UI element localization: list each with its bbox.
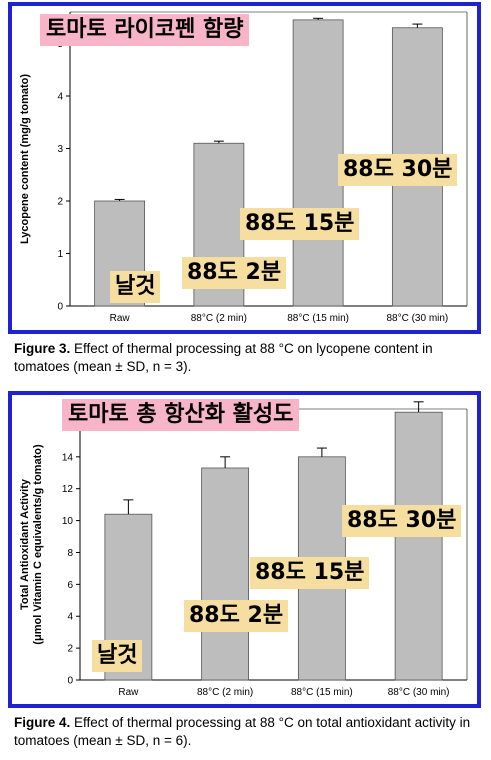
- y-axis-label: Total Antioxidant Activity: [19, 478, 31, 610]
- y-tick-label: 3: [57, 144, 63, 155]
- figure4-caption: Figure 4. Effect of thermal processing a…: [14, 714, 476, 750]
- label-raw-2: 날것: [92, 640, 143, 672]
- figure3-caption: Figure 3. Effect of thermal processing a…: [14, 340, 476, 376]
- figure3-label: Figure 3.: [14, 341, 71, 356]
- chart1-korean-title: 토마토 라이코펜 함량: [40, 14, 250, 46]
- x-tick-label-3: 88°C (30 min): [388, 687, 450, 698]
- chart-panel-lycopene: 012345Raw88°C (2 min)88°C (15 min)88°C (…: [8, 2, 481, 334]
- x-tick-label-0: Raw: [118, 687, 139, 698]
- y-tick-label: 10: [62, 516, 74, 527]
- y-tick-label: 4: [57, 92, 63, 103]
- bar-3: [394, 411, 443, 681]
- y-tick-label: 2: [57, 197, 63, 208]
- x-tick-label-0: Raw: [110, 313, 131, 324]
- y-tick-label: 0: [67, 676, 73, 687]
- label-15min: 88도 15분: [240, 208, 360, 240]
- bar-1: [201, 467, 250, 681]
- y-tick-label: 4: [67, 612, 73, 623]
- y-axis-label-units: (μmol Vitamin C equivalents/g tomato): [32, 444, 44, 645]
- x-tick-label-1: 88°C (2 min): [191, 313, 247, 324]
- x-tick-label-1: 88°C (2 min): [197, 687, 253, 698]
- antioxidant-bar-chart: 0246810121416Raw88°C (2 min)88°C (15 min…: [19, 401, 468, 698]
- label-30min: 88도 30분: [338, 154, 458, 186]
- label-raw: 날것: [110, 271, 161, 303]
- y-tick-label: 8: [67, 548, 73, 559]
- y-tick-label: 14: [62, 452, 74, 463]
- label-2min-2: 88도 2분: [184, 600, 289, 632]
- figure3-text: Effect of thermal processing at 88 °C on…: [14, 341, 433, 374]
- label-2min: 88도 2분: [182, 257, 287, 289]
- y-tick-label: 0: [57, 302, 63, 313]
- x-tick-label-3: 88°C (30 min): [386, 313, 448, 324]
- figure4-text: Effect of thermal processing at 88 °C on…: [14, 715, 471, 748]
- figure4-label: Figure 4.: [14, 715, 71, 730]
- chart-panel-antioxidant: 0246810121416Raw88°C (2 min)88°C (15 min…: [8, 391, 481, 708]
- y-tick-label: 6: [67, 580, 73, 591]
- chart2-korean-title: 토마토 총 항산화 활성도: [62, 399, 300, 431]
- x-tick-label-2: 88°C (15 min): [287, 313, 349, 324]
- y-tick-label: 12: [62, 484, 74, 495]
- x-tick-label-2: 88°C (15 min): [291, 687, 353, 698]
- label-15min-2: 88도 15분: [250, 557, 370, 589]
- label-30min-2: 88도 30분: [342, 505, 462, 537]
- y-tick-label: 2: [67, 644, 73, 655]
- bar-2: [292, 19, 344, 307]
- y-tick-label: 1: [57, 249, 63, 260]
- y-axis-label: Lycopene content (mg/g tomato): [19, 74, 31, 244]
